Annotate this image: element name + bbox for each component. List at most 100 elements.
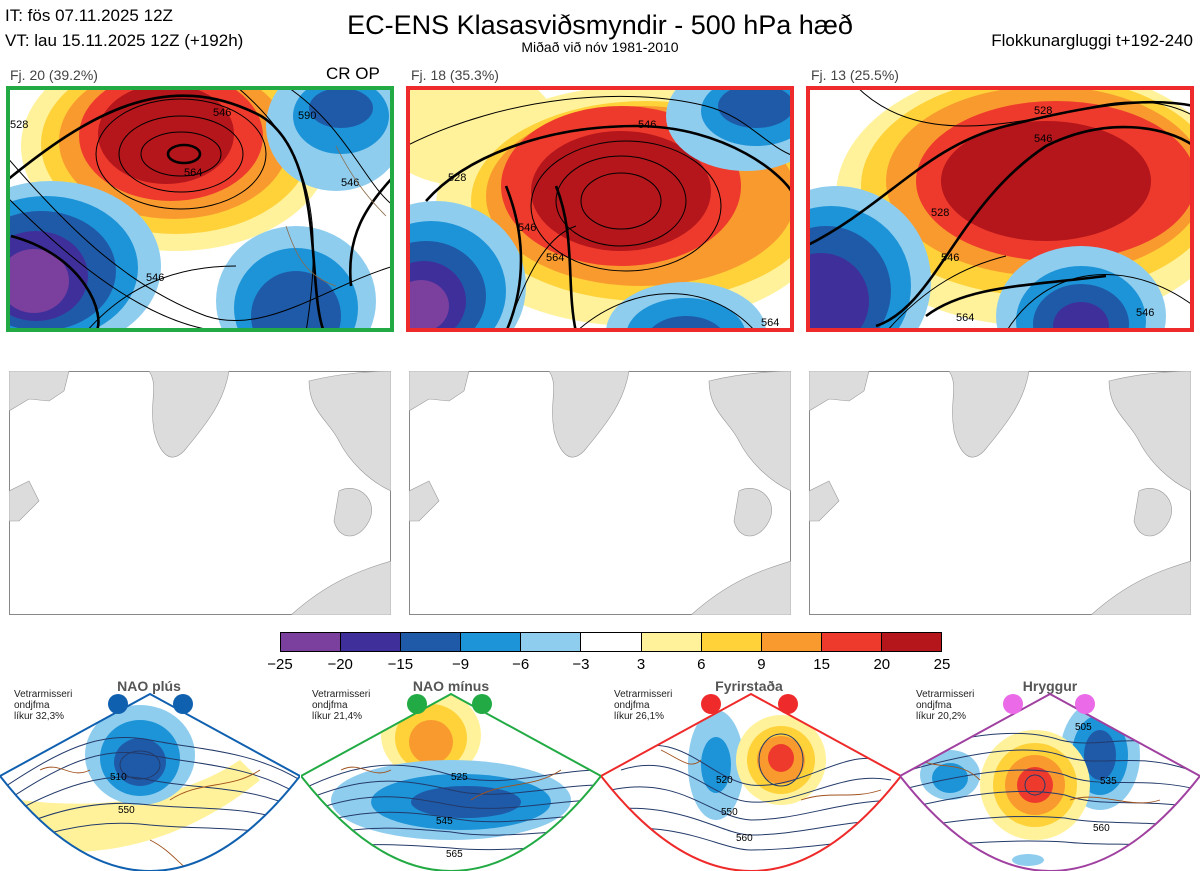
- regime-2-marker: [407, 694, 427, 714]
- page-title: EC-ENS Klasasviðsmyndir - 500 hPa hæð: [347, 10, 853, 40]
- colorbar-segment: [641, 633, 702, 651]
- window-label: Flokkunargluggi t+192-240: [991, 31, 1193, 50]
- contour-label: 550: [118, 805, 135, 816]
- colorbar-segment: [281, 633, 342, 651]
- regime-contours: [301, 764, 601, 855]
- contour-label: 550: [721, 807, 738, 818]
- colorbar: [280, 632, 942, 652]
- regime-3-note: Vetrarmisseri ondjfma líkur 26,1%: [614, 689, 673, 722]
- height-contours-bold: [6, 94, 394, 332]
- colorbar-tick-label: 9: [757, 656, 766, 673]
- regime-3-marker: [778, 694, 798, 714]
- contour-label: 546: [1034, 133, 1052, 145]
- contour-labels: 528 546 528 546 564 546: [931, 105, 1154, 324]
- regime-3-title: Fyrirstaða: [715, 678, 783, 694]
- colorbar-ticks: −25 −20 −15 −9 −6 −3 3 6 9 15 20 25: [267, 656, 950, 674]
- contour-label: 545: [436, 816, 453, 827]
- contour-label: 546: [638, 119, 656, 131]
- contour-label: 525: [451, 772, 468, 783]
- contour-label: 590: [298, 110, 316, 122]
- coastlines: [660, 749, 882, 801]
- regime-3-marker: [701, 694, 721, 714]
- colorbar-segment: [521, 633, 582, 651]
- colorbar-tick-label: 6: [697, 656, 706, 673]
- contour-label: 560: [1093, 823, 1110, 834]
- colorbar-segment: [461, 633, 522, 651]
- anomaly-ridge-5: [98, 86, 234, 184]
- contour-label: 546: [518, 222, 536, 234]
- anomaly-ridge-5: [941, 121, 1151, 241]
- contour-labels: 528 546 564 546 546 590: [10, 107, 359, 284]
- regime-2-map: 525 545 565: [301, 692, 601, 871]
- valid-time: VT: lau 15.11.2025 12Z (+192h): [5, 31, 244, 50]
- cluster-2-border: [406, 86, 794, 332]
- colorbar-tick-label: 25: [933, 656, 951, 673]
- colorbar-segment: [401, 633, 462, 651]
- height-contours: [6, 86, 394, 332]
- regime-4-marker: [1075, 694, 1095, 714]
- init-time: IT: fös 07.11.2025 12Z: [5, 6, 173, 25]
- contour-label: 528: [448, 172, 466, 184]
- contour-label: 528: [1034, 105, 1052, 117]
- regime-1-map: 510 550: [0, 692, 300, 871]
- basemap-2: [409, 371, 791, 615]
- colorbar-tick-label: 3: [636, 656, 646, 673]
- regime-4-note: Vetrarmisseri ondjfma líkur 20,2%: [916, 689, 975, 722]
- contour-label: 505: [1075, 722, 1092, 733]
- colorbar-tick-label: −6: [512, 656, 530, 673]
- contour-label: 565: [446, 849, 463, 860]
- cluster-3-map: 528 546 528 546 564 546: [806, 86, 1194, 332]
- colorbar-segment: [761, 633, 822, 651]
- contour-label: 528: [10, 119, 28, 131]
- contour-label: 564: [546, 252, 564, 264]
- colorbar-tick-label: 15: [813, 656, 830, 673]
- colorbar-segment: [821, 633, 882, 651]
- cluster-1-label: Fj. 20 (39.2%): [10, 67, 98, 83]
- coastlines: [285, 145, 387, 287]
- regime-4-map: 505 535 560: [900, 692, 1200, 871]
- anomaly-trough-w-5: [6, 249, 69, 313]
- contour-label: 535: [1100, 776, 1117, 787]
- contour-label: 528: [931, 207, 949, 219]
- scandinavia-shape: [308, 371, 391, 492]
- colorbar-tick-label: −3: [572, 656, 590, 673]
- regime-2-note: Vetrarmisseri ondjfma líkur 21,4%: [312, 689, 371, 722]
- colorbar-segment: [341, 633, 402, 651]
- contour-label: 546: [1136, 307, 1154, 319]
- regime-1-title: NAO plús: [117, 678, 181, 694]
- cluster-1-border: [6, 86, 394, 332]
- regime-contours: [0, 736, 300, 851]
- anomaly-trough-ne-3: [309, 88, 373, 128]
- contour-label: 510: [110, 772, 127, 783]
- basemap-3: [809, 371, 1191, 615]
- regime-4-marker: [1003, 694, 1023, 714]
- colorbar-segment: [701, 633, 762, 651]
- contour-label: 564: [761, 317, 779, 329]
- basemap-1: [9, 371, 391, 615]
- greenland-shape: [148, 371, 230, 458]
- colorbar-tick-label: 20: [873, 656, 891, 673]
- colorbar-tick-label: −20: [327, 656, 353, 673]
- colorbar-segment: [581, 633, 642, 651]
- height-contours-bold: [425, 124, 794, 332]
- colorbar-tick-label: −25: [267, 656, 293, 673]
- regime-1-marker: [173, 694, 193, 714]
- contour-label: 546: [941, 252, 959, 264]
- regime-1-note: Vetrarmisseri ondjfma líkur 32,3%: [14, 689, 73, 722]
- cluster-3-border: [806, 86, 1194, 332]
- colorbar-segment: [881, 633, 942, 651]
- cluster-3-label: Fj. 13 (25.5%): [811, 67, 899, 83]
- regime-2-title: NAO mínus: [412, 678, 490, 694]
- regime-2-marker: [472, 694, 492, 714]
- regime-4-title: Hryggur: [1022, 678, 1078, 694]
- coastlines: [340, 766, 562, 801]
- cluster-2-label: Fj. 18 (35.3%): [411, 67, 499, 83]
- anomaly-ridge-5: [531, 131, 711, 251]
- height-contours-bold: [806, 100, 1194, 328]
- anomaly-positive: [20, 760, 260, 852]
- cluster-1-tag: CR OP: [326, 64, 380, 83]
- regime-1-marker: [108, 694, 128, 714]
- contour-label: 564: [184, 167, 202, 179]
- regime-3-map: 520 550 560: [601, 692, 901, 871]
- colorbar-tick-label: −15: [387, 656, 414, 673]
